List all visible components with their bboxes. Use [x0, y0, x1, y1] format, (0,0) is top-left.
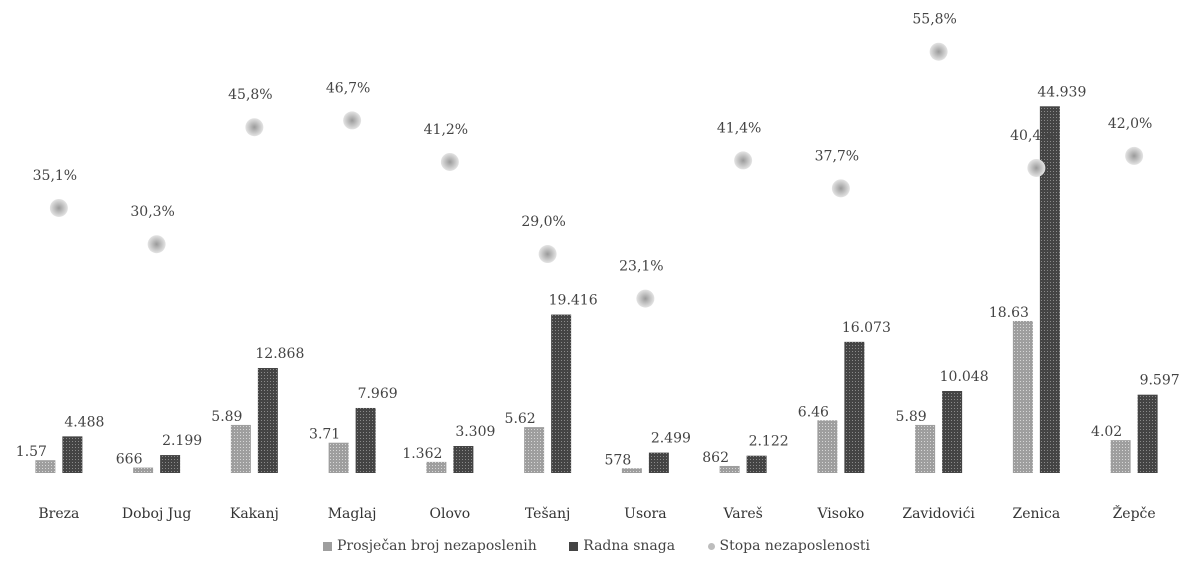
bar-unemployed [817, 420, 838, 473]
bar-unemployed [915, 424, 936, 473]
bar-labor-force [62, 436, 83, 473]
rate-label: 29,0% [521, 214, 565, 230]
category-label: Žepče [1113, 504, 1156, 522]
legend-item-unemployed: Prosječan broj nezaposlenih [322, 538, 537, 554]
value-label-unemployed: 5.62 [505, 411, 536, 427]
value-label-labor-force: 44.939 [1037, 84, 1086, 100]
legend-label-labor-force: Radna snaga [583, 538, 676, 554]
rate-marker [831, 179, 850, 198]
rate-label: 55,8% [912, 12, 956, 28]
value-label-labor-force: 4.488 [64, 414, 104, 430]
rate-marker [734, 151, 753, 170]
legend-swatch-rate [707, 542, 715, 550]
category-label: Olovo [430, 506, 471, 522]
legend-item-labor-force: Radna snaga [569, 538, 675, 554]
rate-marker [538, 245, 557, 264]
rate-marker [636, 289, 655, 308]
value-label-unemployed: 4.02 [1091, 424, 1122, 440]
category-label: Usora [624, 506, 666, 522]
bar-unemployed [621, 468, 642, 473]
bar-labor-force [160, 455, 181, 473]
rate-marker [147, 235, 166, 254]
category-label: Maglaj [328, 506, 377, 522]
bar-labor-force [648, 452, 669, 473]
bar-unemployed [524, 427, 545, 473]
bar-unemployed [1110, 440, 1131, 473]
value-label-unemployed: 666 [116, 452, 143, 468]
category-label: Tešanj [525, 505, 570, 522]
bar-unemployed [230, 424, 251, 473]
bar-labor-force [746, 455, 767, 473]
bar-labor-force [257, 367, 278, 473]
legend-swatch-unemployed [322, 541, 332, 551]
category-label: Visoko [816, 506, 864, 522]
value-label-labor-force: 9.597 [1140, 373, 1180, 389]
bar-labor-force [942, 391, 963, 473]
rate-label: 30,3% [130, 204, 174, 220]
rate-marker [245, 118, 264, 137]
value-label-labor-force: 3.309 [455, 424, 495, 440]
bar-labor-force [844, 341, 865, 473]
rate-label: 41,2% [424, 122, 468, 138]
category-label: Kakanj [230, 506, 279, 522]
value-label-unemployed: 6.46 [798, 404, 829, 420]
rate-marker [1125, 146, 1144, 165]
value-label-unemployed: 5.89 [896, 409, 927, 425]
value-label-labor-force: 19.416 [549, 293, 598, 309]
rate-label: 41,4% [717, 120, 761, 136]
rate-marker [440, 152, 459, 171]
legend-label-unemployed: Prosječan broj nezaposlenih [336, 538, 537, 554]
rate-label: 35,1% [33, 168, 77, 184]
bar-labor-force [453, 445, 474, 473]
value-label-unemployed: 18.63 [989, 305, 1029, 321]
rate-label: 37,7% [815, 148, 859, 164]
value-label-unemployed: 5.89 [211, 409, 242, 425]
category-label: Doboj Jug [122, 506, 191, 522]
bar-labor-force [355, 407, 376, 473]
legend-item-rate: Stopa nezaposlenosti [707, 538, 871, 554]
bar-labor-force [1137, 394, 1158, 473]
legend-label-rate: Stopa nezaposlenosti [719, 538, 871, 554]
bar-unemployed [133, 467, 154, 473]
value-label-labor-force: 7.969 [358, 386, 398, 402]
value-label-labor-force: 16.073 [842, 320, 891, 336]
legend-swatch-labor-force [569, 541, 579, 551]
bar-unemployed [328, 442, 349, 473]
category-label: Breza [38, 506, 79, 522]
rate-marker [929, 42, 948, 61]
category-label: Vareš [722, 505, 762, 522]
chart-plot: 1.57 4.488 35,1% Breza 666 2.199 30,3% Doboj Ju… [16, 12, 1180, 522]
legend: Prosječan broj nezaposlenih Radna snaga … [0, 538, 1193, 554]
value-label-unemployed: 862 [702, 450, 729, 466]
value-label-labor-force: 2.199 [162, 433, 202, 449]
bar-labor-force [551, 314, 572, 473]
bar-unemployed [719, 465, 740, 473]
value-label-unemployed: 1.57 [16, 444, 47, 460]
value-label-labor-force: 10.048 [940, 369, 989, 385]
rate-marker [1027, 158, 1046, 177]
value-label-unemployed: 578 [605, 452, 632, 468]
value-label-labor-force: 2.499 [651, 431, 691, 447]
rate-label: 46,7% [326, 80, 370, 96]
rate-label: 42,0% [1108, 116, 1152, 132]
category-label: Zavidovići [902, 506, 975, 522]
value-label-labor-force: 2.122 [749, 434, 789, 450]
rate-marker [49, 198, 68, 217]
rate-marker [343, 111, 362, 130]
bar-labor-force [1039, 106, 1060, 473]
rate-label: 23,1% [619, 259, 663, 275]
rate-label: 40,4% [1010, 128, 1054, 144]
bar-unemployed [35, 460, 56, 473]
value-label-unemployed: 3.71 [309, 427, 340, 443]
bar-unemployed [1012, 320, 1033, 473]
value-label-labor-force: 12.868 [255, 346, 304, 362]
bar-unemployed [426, 461, 447, 473]
category-label: Zenica [1013, 506, 1061, 522]
value-label-unemployed: 1.362 [402, 446, 442, 462]
rate-label: 45,8% [228, 87, 272, 103]
